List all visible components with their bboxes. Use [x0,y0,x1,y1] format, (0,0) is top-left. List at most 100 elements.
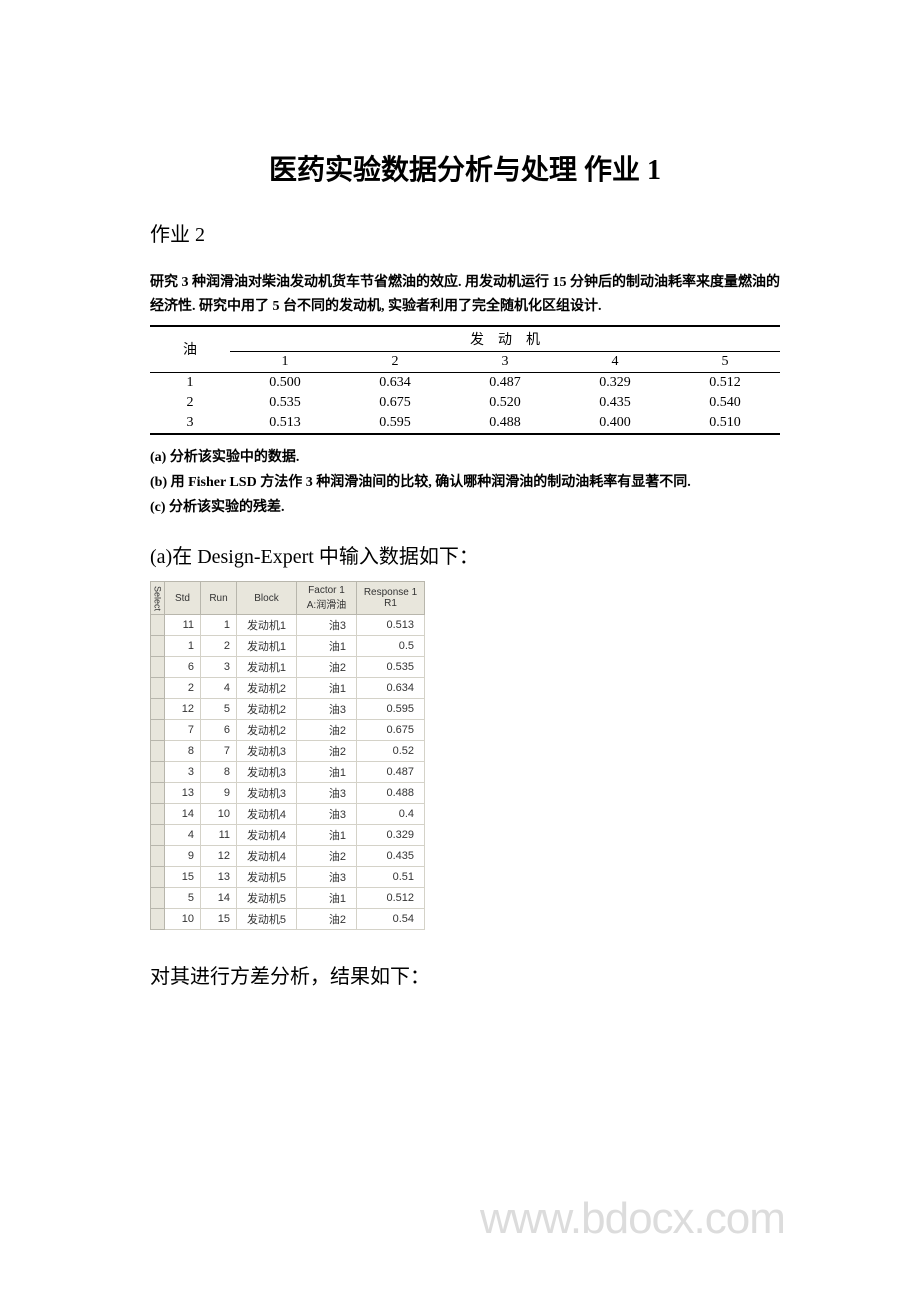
subheading: 作业 2 [150,218,780,247]
select-cell[interactable] [151,720,165,741]
std-cell: 1 [165,636,201,657]
run-cell: 1 [201,615,237,636]
select-cell[interactable] [151,888,165,909]
std-cell: 3 [165,762,201,783]
col-1: 1 [230,351,340,372]
response-cell: 0.4 [357,804,425,825]
run-cell: 8 [201,762,237,783]
table-row: 1513发动机5油30.51 [151,867,425,888]
select-cell[interactable] [151,699,165,720]
table-row: 111发动机1油30.513 [151,615,425,636]
response-cell: 0.634 [357,678,425,699]
block-cell: 发动机5 [237,867,297,888]
std-header: Std [165,582,201,615]
block-cell: 发动机2 [237,720,297,741]
std-cell: 11 [165,615,201,636]
factor-cell: 油2 [297,657,357,678]
factor-cell: 油3 [297,867,357,888]
block-cell: 发动机5 [237,888,297,909]
select-cell[interactable] [151,804,165,825]
std-cell: 2 [165,678,201,699]
select-cell[interactable] [151,846,165,867]
response-cell: 0.487 [357,762,425,783]
run-cell: 5 [201,699,237,720]
col-2: 2 [340,351,450,372]
block-cell: 发动机4 [237,804,297,825]
questions-block: (a) 分析该实验中的数据. (b) 用 Fisher LSD 方法作 3 种润… [150,445,780,521]
block-cell: 发动机1 [237,615,297,636]
run-cell: 12 [201,846,237,867]
design-expert-table: Select Std Run Block Factor 1 A:润滑油 Resp… [150,581,425,930]
response-cell: 0.595 [357,699,425,720]
block-cell: 发动机4 [237,846,297,867]
run-cell: 2 [201,636,237,657]
response-cell: 0.512 [357,888,425,909]
block-cell: 发动机4 [237,825,297,846]
run-cell: 14 [201,888,237,909]
engine-data-table: 油 发 动 机 1 2 3 4 5 1 0.500 0.634 0.487 0.… [150,325,780,435]
std-cell: 15 [165,867,201,888]
factor-cell: 油2 [297,846,357,867]
table-row: 76发动机2油20.675 [151,720,425,741]
answer-a-intro: (a)在 Design-Expert 中输入数据如下： [150,540,780,569]
factor-cell: 油3 [297,804,357,825]
table-row: 1015发动机5油20.54 [151,909,425,930]
std-cell: 8 [165,741,201,762]
block-cell: 发动机3 [237,741,297,762]
question-c: (c) 分析该实验的残差. [150,495,780,520]
run-cell: 4 [201,678,237,699]
select-cell[interactable] [151,657,165,678]
select-cell[interactable] [151,741,165,762]
table-row: 3 0.513 0.595 0.488 0.400 0.510 [150,413,780,434]
response-header: Response 1 R1 [357,582,425,615]
block-cell: 发动机3 [237,783,297,804]
table-row: 514发动机5油10.512 [151,888,425,909]
response-cell: 0.435 [357,846,425,867]
factor-header: Factor 1 A:润滑油 [297,582,357,615]
select-cell[interactable] [151,678,165,699]
col-4: 4 [560,351,670,372]
response-cell: 0.51 [357,867,425,888]
factor-cell: 油1 [297,636,357,657]
select-cell[interactable] [151,825,165,846]
select-cell[interactable] [151,783,165,804]
select-cell[interactable] [151,867,165,888]
table-row: 87发动机3油20.52 [151,741,425,762]
table-row: 2 0.535 0.675 0.520 0.435 0.540 [150,393,780,413]
factor-cell: 油2 [297,741,357,762]
select-cell[interactable] [151,636,165,657]
run-cell: 7 [201,741,237,762]
factor-cell: 油3 [297,783,357,804]
factor-cell: 油1 [297,888,357,909]
block-cell: 发动机2 [237,678,297,699]
conclusion-text: 对其进行方差分析，结果如下： [150,960,780,989]
table-row: 38发动机3油10.487 [151,762,425,783]
col-5: 5 [670,351,780,372]
factor-cell: 油1 [297,678,357,699]
run-cell: 13 [201,867,237,888]
col-3: 3 [450,351,560,372]
factor-cell: 油2 [297,720,357,741]
select-cell[interactable] [151,909,165,930]
problem-statement: 研究 3 种润滑油对柴油发动机货车节省燃油的效应. 用发动机运行 15 分钟后的… [150,271,780,319]
question-a: (a) 分析该实验中的数据. [150,445,780,470]
select-cell[interactable] [151,762,165,783]
std-cell: 13 [165,783,201,804]
run-cell: 6 [201,720,237,741]
std-cell: 5 [165,888,201,909]
select-header: Select [151,582,165,615]
block-cell: 发动机3 [237,762,297,783]
select-cell[interactable] [151,615,165,636]
std-cell: 4 [165,825,201,846]
std-cell: 14 [165,804,201,825]
response-cell: 0.513 [357,615,425,636]
page-title: 医药实验数据分析与处理 作业 1 [150,148,780,188]
block-cell: 发动机1 [237,657,297,678]
block-cell: 发动机2 [237,699,297,720]
run-cell: 15 [201,909,237,930]
table-row: 411发动机4油10.329 [151,825,425,846]
response-cell: 0.535 [357,657,425,678]
response-cell: 0.54 [357,909,425,930]
std-cell: 9 [165,846,201,867]
watermark: www.bdocx.com [480,1194,785,1244]
